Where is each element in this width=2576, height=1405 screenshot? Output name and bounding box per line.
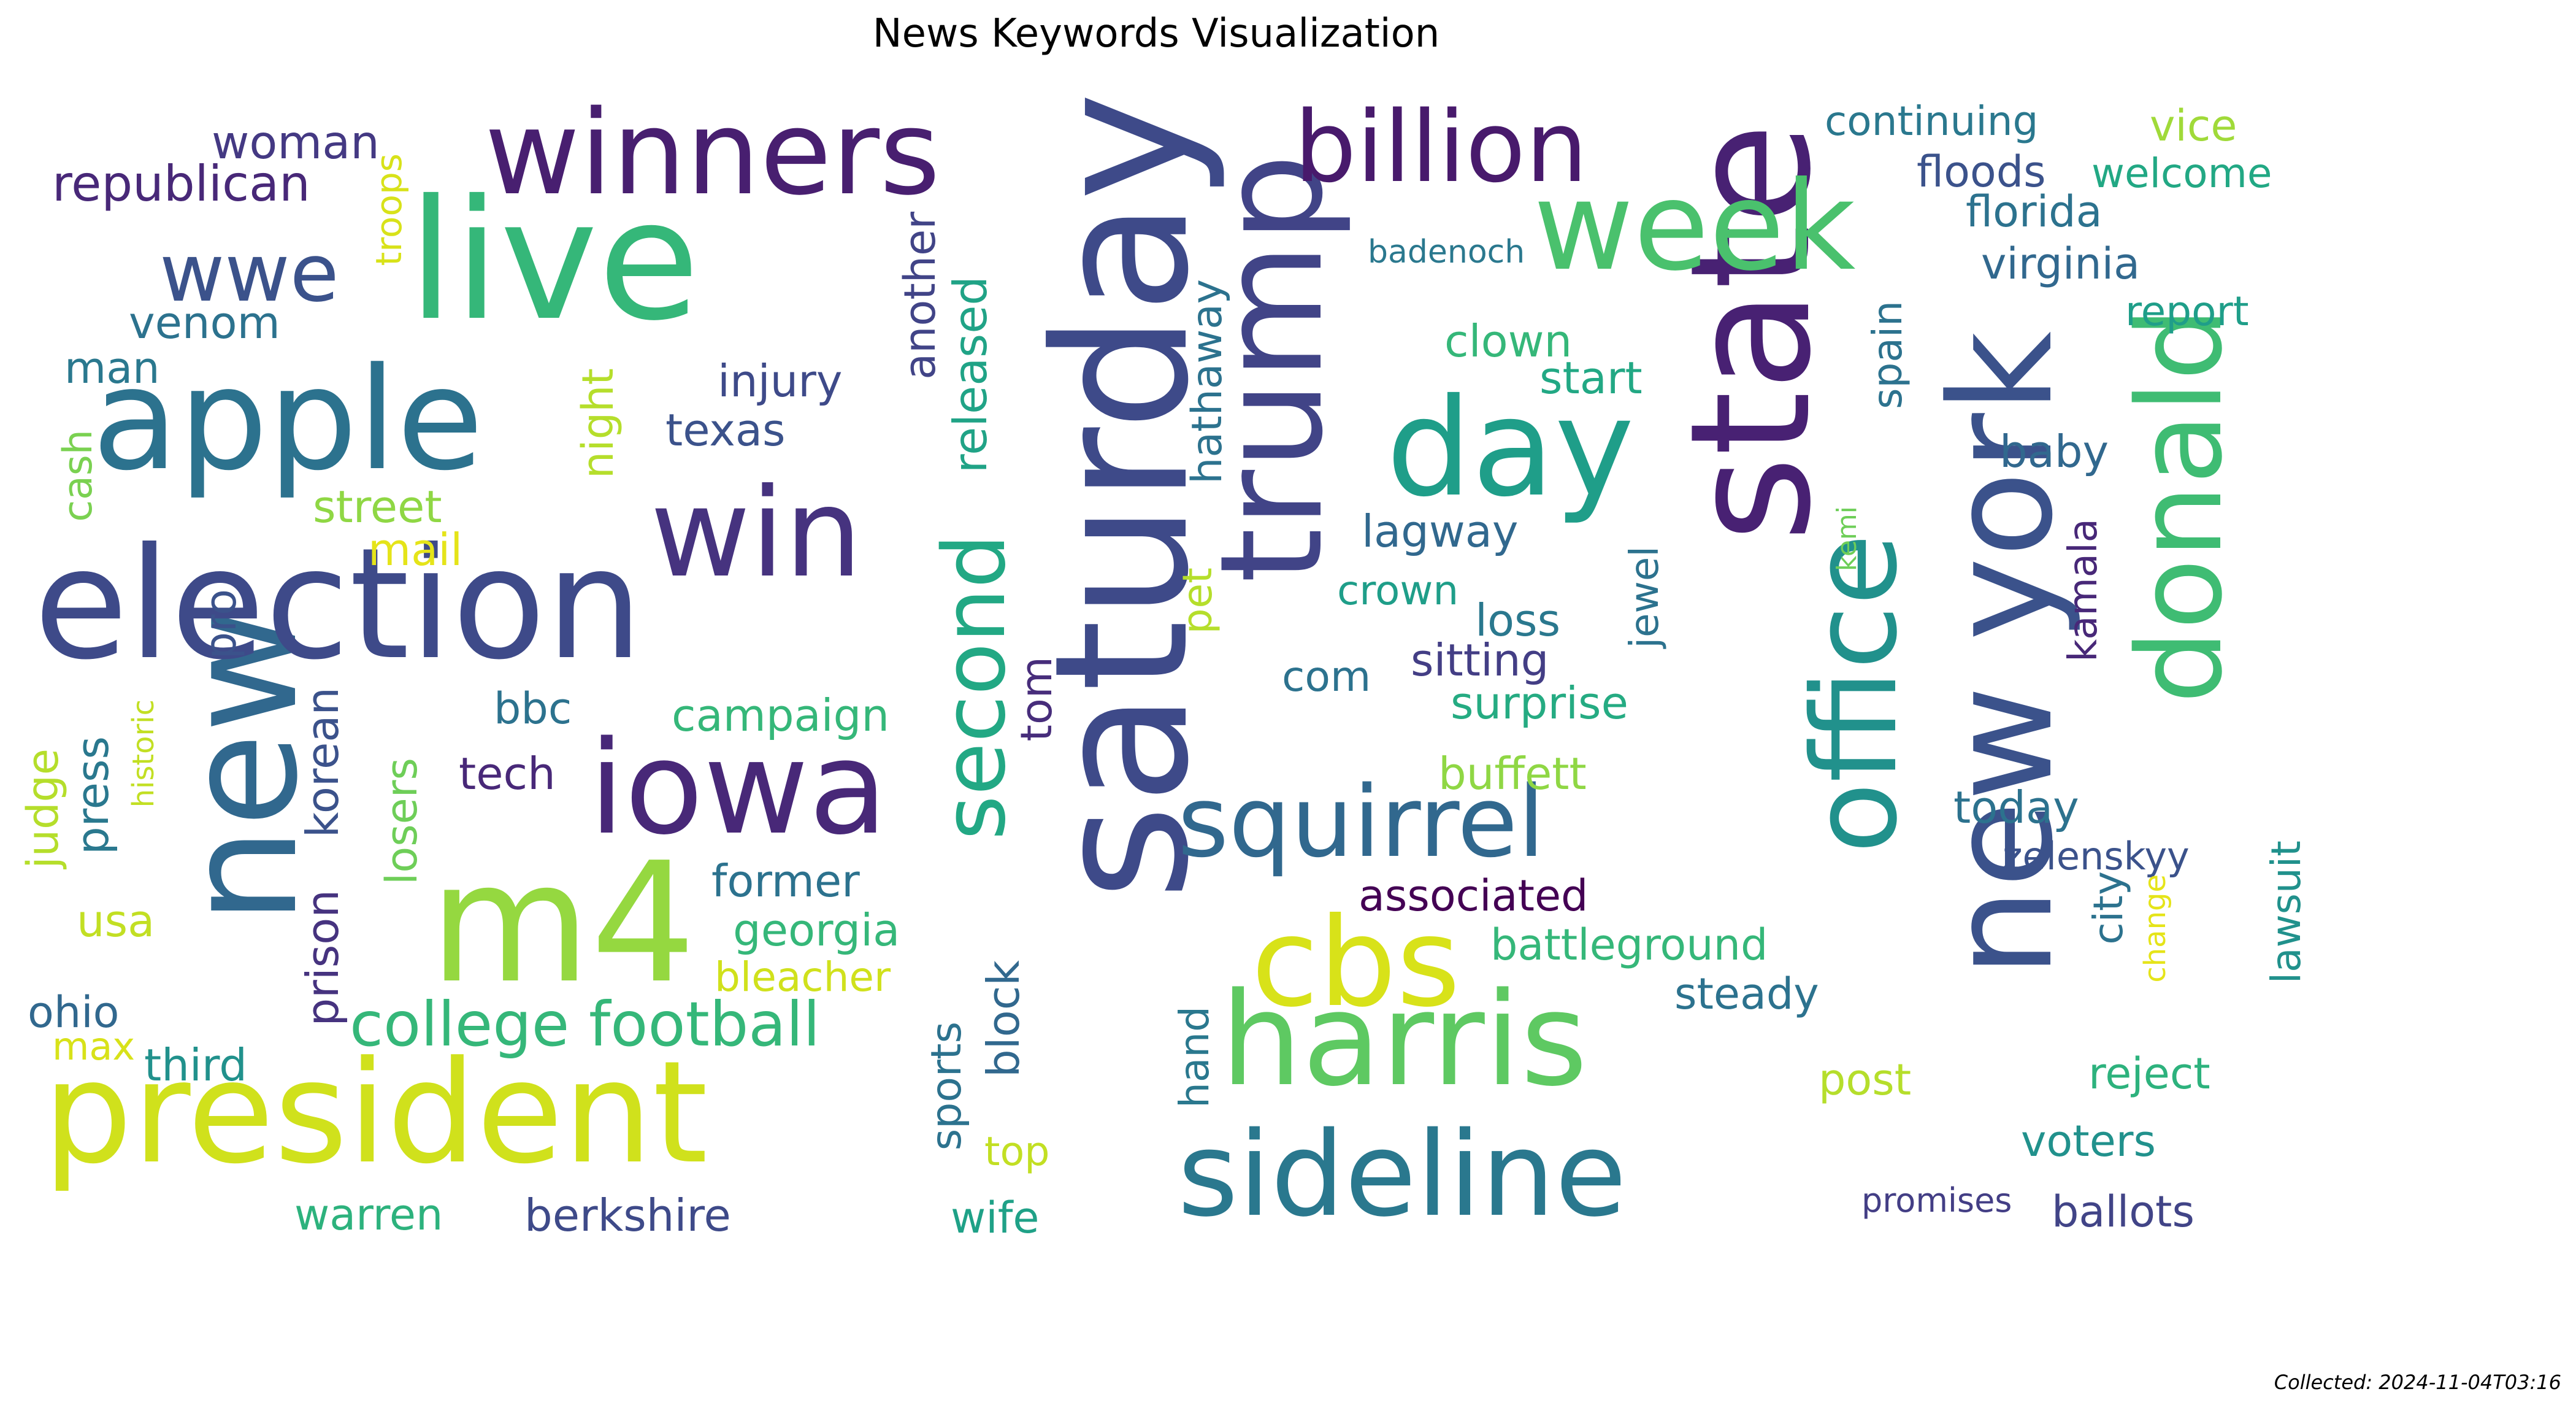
word-sitting: sitting [1411,634,1549,686]
word-steady: steady [1674,969,1819,1019]
word-mail: mail [368,524,463,575]
word-promises: promises [1861,1181,2012,1220]
word-city: city [2085,871,2132,945]
word-crown: crown [1337,567,1459,614]
word-lawsuit: lawsuit [2263,841,2310,984]
word-troops: troops [368,153,410,266]
word-berkshire: berkshire [524,1190,731,1241]
word-associated: associated [1359,871,1589,921]
word-buffett: buffett [1438,748,1587,799]
word-kamala: kamala [2061,518,2106,662]
word-street: street [313,481,442,533]
word-sideline: sideline [1178,1107,1627,1242]
word-reject: reject [2088,1049,2210,1099]
word-today: today [1953,782,2079,833]
word-report: report [2125,288,2249,335]
word-clown: clown [1444,315,1573,367]
word-republican: republican [52,155,310,212]
word-tom: tom [1011,656,1062,742]
word-former: former [711,855,860,907]
word-third: third [144,1039,247,1091]
word-hathaway: hathaway [1183,279,1232,484]
word-post: post [1819,1055,1912,1105]
word-campaign: campaign [672,690,890,741]
word-max: max [52,1024,136,1069]
word-jewel: jewel [1622,546,1668,649]
word-donald: donald [2112,307,2248,704]
word-week: week [1533,155,1856,298]
word-day: day [1386,369,1635,526]
word-hand: hand [1171,1006,1218,1108]
word-change: change [2138,874,2172,983]
word-warren: warren [294,1190,443,1240]
word-losers: losers [377,758,427,885]
word-woman: woman [212,115,380,169]
word-top: top [984,1129,1050,1175]
word-winners: winners [485,85,941,221]
word-florida: florida [1966,187,2103,237]
word-election: election [34,515,643,693]
word-win: win [650,462,862,605]
word-cash: cash [55,429,101,522]
word-surprise: surprise [1451,677,1628,729]
word-tech: tech [459,748,556,799]
word-injury: injury [718,355,843,407]
word-prison: prison [297,890,348,1026]
word-billion: billion [1294,90,1588,204]
word-sports: sports [922,1022,971,1151]
word-virginia: virginia [1981,239,2141,289]
word-wwe: wwe [159,226,339,320]
word-judge: judge [18,749,68,869]
word-georgia: georgia [733,904,900,956]
word-historic: historic [126,699,161,808]
word-welcome: welcome [2091,150,2272,197]
word-office: office [1787,534,1923,854]
word-iowa: iowa [589,713,888,863]
word-ohio: ohio [28,987,120,1037]
word-wife: wife [951,1193,1040,1243]
word-pet: pet [1174,568,1221,634]
word-released: released [943,276,997,474]
word-spain: spain [1864,301,1911,409]
word-zelenskyy: zelenskyy [2003,834,2190,879]
word-block: block [978,960,1029,1078]
word-texas: texas [665,404,786,456]
word-start: start [1539,352,1643,404]
word-bbc: bbc [494,683,572,734]
word-ballots: ballots [2052,1187,2195,1237]
chart-title: News Keywords Visualization [872,11,1440,56]
word-second: second [925,534,1025,841]
word-battleground: battleground [1490,920,1768,970]
word-continuing: continuing [1825,98,2039,145]
word-venom: venom [129,297,280,348]
word-voters: voters [2021,1116,2156,1166]
word-com: com [1282,653,1371,701]
word-bleacher: bleacher [715,953,891,1001]
word-cbs: cbs [1251,891,1461,1034]
word-usa: usa [77,895,155,947]
word-korean: korean [297,687,348,838]
word-president: president [43,1031,708,1195]
word-apple: apple [92,338,484,502]
word-lagway: lagway [1362,506,1519,557]
word-press: press [67,736,118,855]
word-loss: loss [1475,595,1561,646]
word-man: man [64,343,160,393]
word-night: night [573,368,623,479]
word-another: another [895,212,945,380]
word-m4: m4 [429,826,696,1020]
word-pro: pro [196,589,246,660]
word-baby: baby [1999,426,2109,477]
word-live: live [408,164,700,357]
collected-timestamp: Collected: 2024-11-04T03:16 [2274,1371,2561,1394]
word-floods: floods [1917,147,2046,197]
word-kemi: kemi [1831,506,1863,572]
word-vice: vice [2150,101,2237,151]
word-harris: harris [1221,964,1588,1115]
word-college-football: college football [350,988,821,1060]
word-badenoch: badenoch [1368,234,1525,271]
word-squirrel: squirrel [1178,764,1545,879]
